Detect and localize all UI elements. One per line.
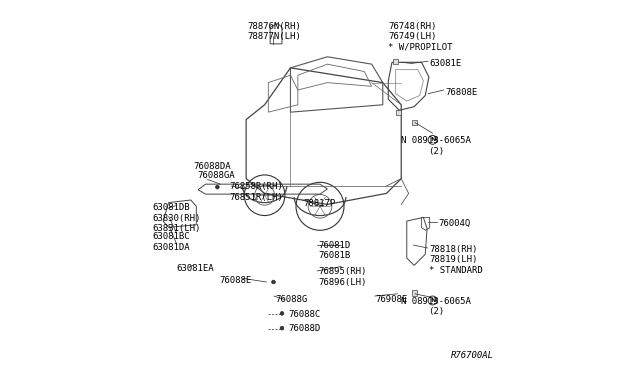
Text: 76088G: 76088G: [275, 295, 307, 304]
Circle shape: [428, 135, 437, 144]
Text: 63830(RH)
63831(LH): 63830(RH) 63831(LH): [152, 214, 200, 233]
Text: 76088D: 76088D: [289, 324, 321, 333]
Text: 63081DA: 63081DA: [152, 243, 189, 252]
Text: 63081BC: 63081BC: [152, 232, 189, 241]
Text: N: N: [430, 137, 435, 142]
Text: 63081DB: 63081DB: [152, 203, 189, 212]
Bar: [412, 120, 417, 125]
Text: 76081D: 76081D: [318, 241, 351, 250]
Text: 76081B: 76081B: [318, 251, 351, 260]
Text: 76908E: 76908E: [376, 295, 408, 304]
Text: N 08913-6065A
(2): N 08913-6065A (2): [401, 297, 471, 316]
Text: 78818(RH)
78819(LH)
* STANDARD: 78818(RH) 78819(LH) * STANDARD: [429, 245, 483, 275]
Text: N: N: [430, 298, 435, 303]
Text: 76088GA: 76088GA: [197, 171, 235, 180]
Text: 63081EA: 63081EA: [177, 263, 214, 273]
Text: 76858R(RH)
76851R(LH): 76858R(RH) 76851R(LH): [230, 182, 284, 202]
Text: 78817P: 78817P: [303, 199, 335, 208]
Bar: [396, 110, 401, 115]
Text: 76748(RH)
76749(LH)
* W/PROPILOT: 76748(RH) 76749(LH) * W/PROPILOT: [388, 22, 453, 51]
Text: 76808E: 76808E: [445, 88, 478, 97]
Circle shape: [271, 280, 275, 284]
Circle shape: [280, 311, 284, 315]
Circle shape: [428, 296, 437, 305]
Text: 63081E: 63081E: [429, 59, 461, 68]
Circle shape: [216, 185, 220, 189]
Text: R76700AL: R76700AL: [451, 350, 493, 359]
Bar: [412, 291, 417, 296]
Text: 76088DA: 76088DA: [194, 162, 231, 171]
Text: 78876N(RH)
78877N(LH): 78876N(RH) 78877N(LH): [247, 22, 301, 41]
Text: 76895(RH)
76896(LH): 76895(RH) 76896(LH): [318, 267, 367, 287]
Text: 76088E: 76088E: [220, 276, 252, 285]
Text: 76088C: 76088C: [289, 310, 321, 319]
Text: 76004Q: 76004Q: [438, 219, 470, 228]
Text: N 08913-6065A
(2): N 08913-6065A (2): [401, 136, 471, 155]
Circle shape: [280, 326, 284, 330]
Bar: [393, 59, 398, 64]
